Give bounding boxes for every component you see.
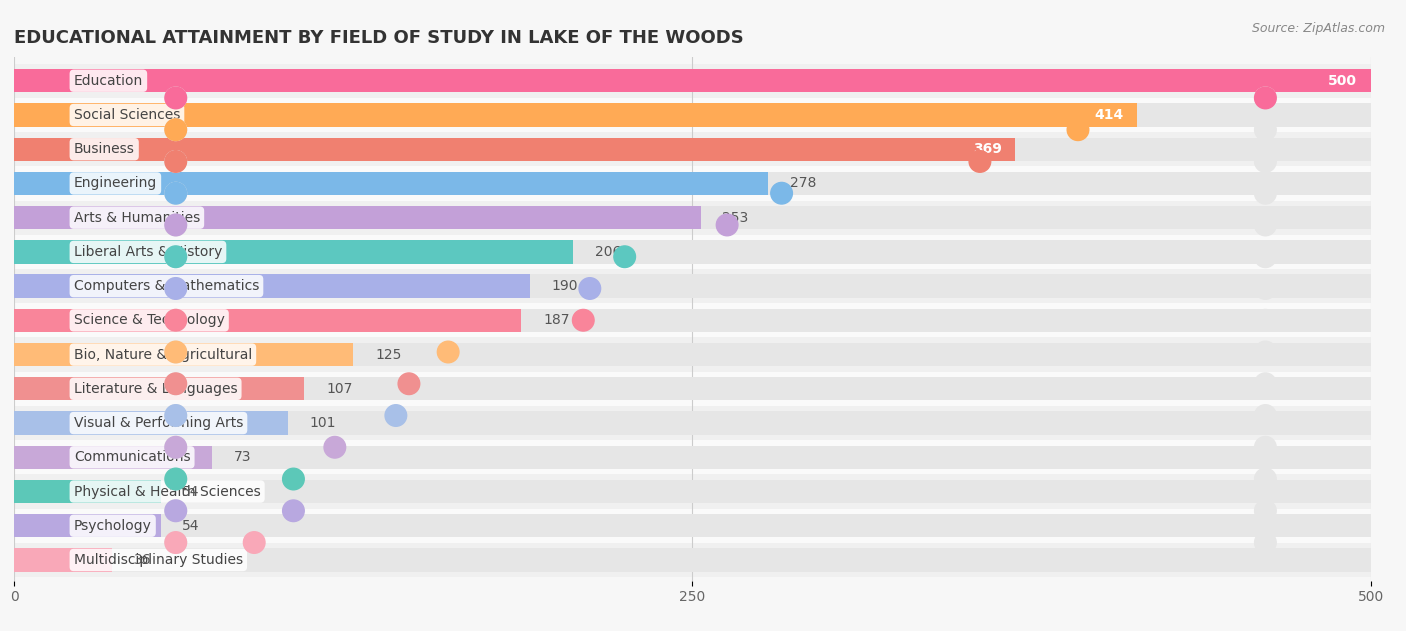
Bar (14, 172, 1371, 195)
Bar (14, 377, 1371, 401)
Bar (14, 377, 305, 401)
Text: 369: 369 (973, 142, 1002, 156)
Bar (14, 480, 1371, 503)
Bar (14, 309, 522, 332)
FancyBboxPatch shape (14, 440, 1371, 475)
FancyBboxPatch shape (14, 167, 1371, 201)
Bar (14, 309, 1371, 332)
Text: 414: 414 (1095, 108, 1123, 122)
FancyBboxPatch shape (14, 269, 1371, 304)
FancyBboxPatch shape (14, 132, 1371, 167)
Bar (14, 548, 111, 572)
Text: 54: 54 (183, 485, 200, 498)
Bar (14, 514, 1371, 538)
Bar (14, 206, 1371, 229)
Bar (14, 240, 1371, 264)
Text: Social Sciences: Social Sciences (73, 108, 180, 122)
Text: 125: 125 (375, 348, 401, 362)
Bar (14, 240, 574, 264)
FancyBboxPatch shape (14, 406, 1371, 440)
Bar (14, 69, 1371, 92)
Bar (14, 138, 1015, 161)
Text: Literature & Languages: Literature & Languages (73, 382, 238, 396)
FancyBboxPatch shape (14, 201, 1371, 235)
Text: 206: 206 (595, 245, 621, 259)
FancyBboxPatch shape (14, 338, 1371, 372)
Text: Psychology: Psychology (73, 519, 152, 533)
FancyBboxPatch shape (14, 543, 1371, 577)
Text: Arts & Humanities: Arts & Humanities (73, 211, 200, 225)
Text: Engineering: Engineering (73, 177, 157, 191)
Text: Education: Education (73, 74, 143, 88)
FancyBboxPatch shape (14, 235, 1371, 269)
Bar (14, 103, 1137, 127)
Bar (14, 138, 1371, 161)
Text: Science & Technology: Science & Technology (73, 314, 225, 327)
Text: Source: ZipAtlas.com: Source: ZipAtlas.com (1251, 22, 1385, 35)
Text: 54: 54 (183, 519, 200, 533)
Bar (14, 69, 1371, 92)
Text: Business: Business (73, 142, 135, 156)
Text: 101: 101 (309, 416, 336, 430)
Text: Multidisciplinary Studies: Multidisciplinary Studies (73, 553, 243, 567)
Text: 187: 187 (543, 314, 569, 327)
Text: Physical & Health Sciences: Physical & Health Sciences (73, 485, 260, 498)
Text: 107: 107 (326, 382, 353, 396)
Text: 190: 190 (551, 279, 578, 293)
Text: 253: 253 (723, 211, 748, 225)
Text: Communications: Communications (73, 451, 190, 464)
Bar (14, 548, 1371, 572)
Text: Liberal Arts & History: Liberal Arts & History (73, 245, 222, 259)
Bar (14, 445, 212, 469)
Bar (14, 343, 353, 366)
Text: 500: 500 (1329, 74, 1357, 88)
FancyBboxPatch shape (14, 304, 1371, 338)
Bar (14, 480, 160, 503)
FancyBboxPatch shape (14, 509, 1371, 543)
Bar (14, 411, 288, 435)
Bar (14, 103, 1371, 127)
FancyBboxPatch shape (14, 475, 1371, 509)
Bar (14, 274, 1371, 298)
Bar (14, 514, 160, 538)
Text: 73: 73 (233, 451, 252, 464)
Text: Visual & Performing Arts: Visual & Performing Arts (73, 416, 243, 430)
Bar (14, 445, 1371, 469)
Bar (14, 172, 769, 195)
Bar (14, 274, 530, 298)
FancyBboxPatch shape (14, 64, 1371, 98)
Text: Computers & Mathematics: Computers & Mathematics (73, 279, 259, 293)
Bar (14, 206, 700, 229)
Bar (14, 343, 1371, 366)
FancyBboxPatch shape (14, 372, 1371, 406)
FancyBboxPatch shape (14, 98, 1371, 132)
Text: EDUCATIONAL ATTAINMENT BY FIELD OF STUDY IN LAKE OF THE WOODS: EDUCATIONAL ATTAINMENT BY FIELD OF STUDY… (14, 29, 744, 47)
Text: 36: 36 (134, 553, 150, 567)
Bar (14, 411, 1371, 435)
Text: 278: 278 (790, 177, 817, 191)
Text: Bio, Nature & Agricultural: Bio, Nature & Agricultural (73, 348, 252, 362)
